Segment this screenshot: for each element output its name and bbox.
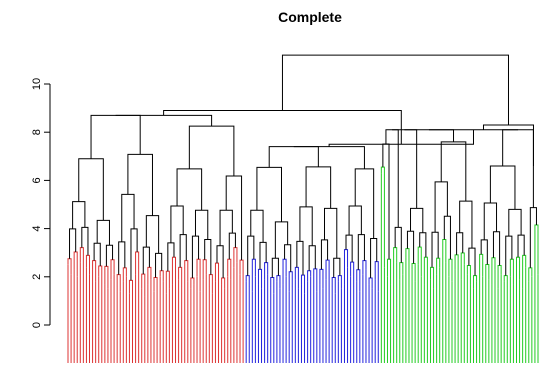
dendrogram-link [443,215,451,260]
dendrogram-link [78,158,104,221]
dendrogram-link [320,239,329,270]
y-tick-label: 10 [31,78,43,90]
chart-title: Complete [278,9,342,25]
dendrogram-link [324,207,338,259]
dendrogram-link [382,143,390,260]
dendrogram-link [204,238,212,275]
dendrogram-link [440,141,467,202]
dendrogram-link [482,124,534,166]
dendrogram-link [127,153,153,216]
dendrogram-link [357,234,365,270]
y-tick-label: 4 [31,226,43,232]
dendrogram-link [392,129,418,209]
dendrogram-link [410,207,424,233]
dendrogram-link [284,244,292,272]
dendrogram-link [118,241,126,275]
y-tick-label: 8 [31,129,43,135]
dendrogram-link [105,244,114,267]
dendrogram-link [216,245,224,279]
dendrogram-link [431,231,439,268]
dendrogram-link [121,193,135,242]
dendrogram-link [115,114,213,127]
dendrogram-links [67,54,539,297]
dendrogram-link [345,234,353,263]
dendrogram-link [90,114,141,159]
dendrogram-link [130,228,138,281]
dendrogram-link [459,200,473,249]
dendrogram-link [529,207,537,268]
dendrogram-link [271,257,279,278]
dendrogram-link [155,252,163,278]
dendrogram-link [96,219,110,246]
dendrogram-link [505,235,513,276]
dendrogram-link [305,166,332,209]
dendrogram-link [69,228,77,259]
dendrogram-link [348,205,362,236]
dendrogram-link [274,221,289,259]
dendrogram-link [268,146,319,168]
dendrogram-link [468,247,476,276]
dendrogram-link [281,54,509,125]
dendrogram-link [227,258,232,280]
dendrogram-link [191,235,200,279]
dendrogram-link [480,239,488,265]
dendrogram-leaves [67,173,539,363]
dendrogram-link [142,246,150,275]
dendrogram-link [404,129,455,142]
dendrogram-link [93,242,101,266]
dendrogram-link [219,209,233,246]
dendrogram-link [492,231,501,266]
dendrogram-link [228,232,236,260]
dendrogram-link [308,245,316,271]
dendrogram-link [394,226,402,263]
dendrogram-link [179,234,187,268]
dendrogram-link [456,232,464,255]
dendrogram-link [502,129,534,208]
dendrogram-link [293,146,365,169]
y-axis: 0 2 4 6 8 10 [31,78,51,328]
dendrogram-link [370,237,378,279]
dendrogram-link [176,168,203,211]
dendrogram-link [145,215,160,254]
dendrogram-link [81,226,89,256]
dendrogram-link [508,208,522,237]
dendrogram-link [170,205,184,243]
dendrogram-link [72,201,86,229]
dendrogram-link [517,234,525,258]
y-tick-label: 6 [31,177,43,183]
dendrogram-link [299,206,313,246]
dendrogram-link [434,181,448,233]
dendrogram-link [194,209,209,240]
dendrogram-link [419,232,427,258]
dendrogram-link [247,235,255,276]
y-tick-label: 0 [31,322,43,328]
dendrogram-link [406,230,415,264]
dendrogram-link [354,168,375,239]
dendrogram-link [483,202,498,240]
dendrogram-link [259,241,267,270]
dendrogram-link [296,240,304,276]
dendrogram-link [256,166,282,222]
dendrogram-link [333,257,341,278]
y-tick-label: 2 [31,274,43,280]
dendrogram-link [250,209,264,243]
